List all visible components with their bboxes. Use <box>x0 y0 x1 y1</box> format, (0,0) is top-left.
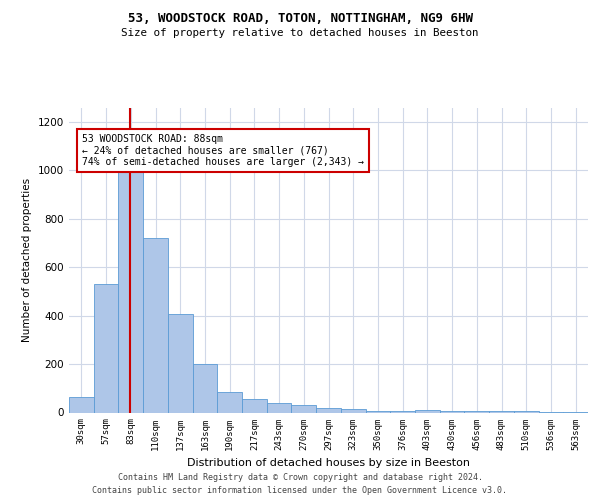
Bar <box>242 399 267 412</box>
Text: Size of property relative to detached houses in Beeston: Size of property relative to detached ho… <box>121 28 479 38</box>
Bar <box>316 408 341 412</box>
Bar <box>69 397 94 412</box>
Bar <box>168 314 193 412</box>
Bar <box>267 403 292 412</box>
Bar <box>94 284 118 412</box>
Text: 53, WOODSTOCK ROAD, TOTON, NOTTINGHAM, NG9 6HW: 53, WOODSTOCK ROAD, TOTON, NOTTINGHAM, N… <box>128 12 473 26</box>
Bar <box>143 238 168 412</box>
Y-axis label: Number of detached properties: Number of detached properties <box>22 178 32 342</box>
Text: Contains public sector information licensed under the Open Government Licence v3: Contains public sector information licen… <box>92 486 508 495</box>
Text: 53 WOODSTOCK ROAD: 88sqm
← 24% of detached houses are smaller (767)
74% of semi-: 53 WOODSTOCK ROAD: 88sqm ← 24% of detach… <box>82 134 364 168</box>
Bar <box>415 410 440 412</box>
Text: Contains HM Land Registry data © Crown copyright and database right 2024.: Contains HM Land Registry data © Crown c… <box>118 472 482 482</box>
X-axis label: Distribution of detached houses by size in Beeston: Distribution of detached houses by size … <box>187 458 470 468</box>
Bar <box>118 170 143 412</box>
Bar <box>292 405 316 412</box>
Bar <box>193 364 217 412</box>
Bar <box>341 409 365 412</box>
Bar <box>217 392 242 412</box>
